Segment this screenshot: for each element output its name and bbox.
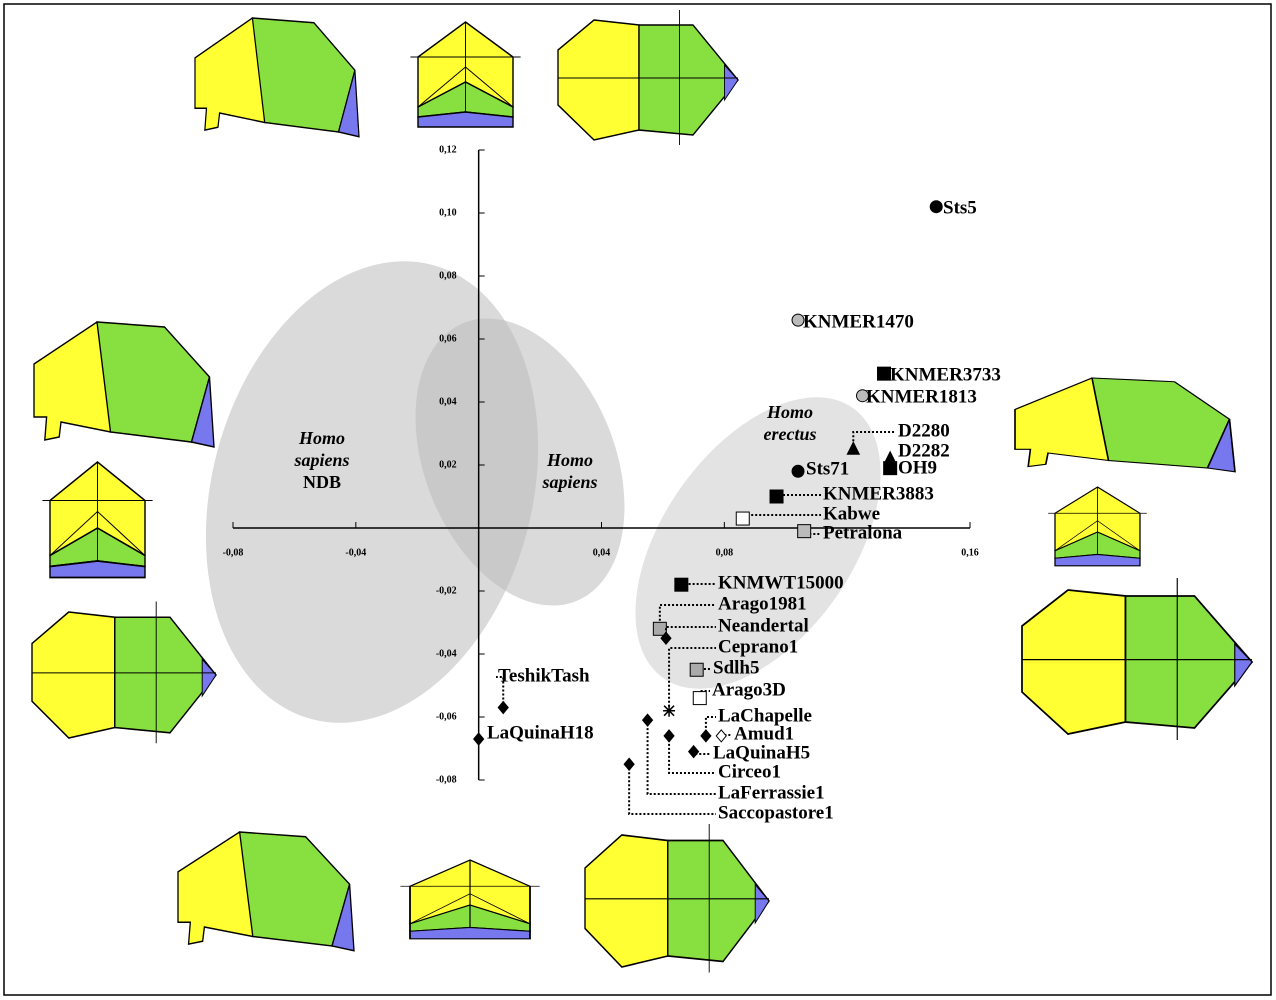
group-label: sapiens bbox=[541, 472, 597, 492]
point-label: Sts71 bbox=[806, 458, 849, 479]
point bbox=[791, 464, 805, 478]
point bbox=[660, 631, 672, 646]
point bbox=[497, 700, 509, 715]
point bbox=[692, 691, 707, 706]
skull-top bbox=[557, 9, 739, 146]
point bbox=[791, 313, 805, 327]
group-label: sapiens bbox=[293, 450, 349, 470]
group-label: Homo bbox=[298, 428, 345, 448]
group-ellipses bbox=[205, 261, 881, 723]
point bbox=[689, 662, 704, 677]
point bbox=[856, 389, 870, 403]
skull-side bbox=[194, 17, 360, 138]
point bbox=[877, 366, 892, 381]
point bbox=[769, 489, 784, 504]
skull-front bbox=[1047, 486, 1148, 567]
point-label: Circeo1 bbox=[718, 761, 781, 782]
point-label: Sdlh5 bbox=[713, 657, 759, 678]
leader-line bbox=[658, 604, 716, 629]
point bbox=[687, 744, 700, 759]
x-tick-label: 0,04 bbox=[593, 547, 611, 558]
point-label: Amud1 bbox=[734, 723, 794, 744]
frame bbox=[3, 3, 1272, 996]
point bbox=[929, 200, 943, 214]
point-label: KNMER1813 bbox=[866, 386, 977, 407]
skull-top bbox=[1021, 577, 1253, 741]
y-tick-label: 0,10 bbox=[439, 207, 457, 218]
skull-front bbox=[409, 21, 522, 128]
point bbox=[652, 621, 667, 636]
point-label: Ceprano1 bbox=[718, 636, 798, 657]
skull-side bbox=[1014, 377, 1236, 473]
point-label: Saccopastore1 bbox=[718, 802, 834, 823]
leader-line bbox=[698, 690, 710, 699]
group-label: Homo bbox=[766, 402, 813, 422]
leader-line bbox=[664, 626, 716, 639]
y-tick-label: -0,06 bbox=[436, 711, 457, 722]
group-label: Homo bbox=[546, 450, 593, 470]
point-label: Petralona bbox=[823, 522, 903, 543]
point bbox=[663, 729, 675, 743]
point-label: KNMER1470 bbox=[803, 311, 914, 332]
y-tick-label: 0,08 bbox=[439, 270, 457, 281]
skull-front bbox=[399, 859, 541, 940]
point-label: LaFerrassie1 bbox=[718, 782, 825, 803]
point bbox=[473, 732, 485, 746]
point bbox=[883, 461, 898, 476]
point-label: Arago1981 bbox=[718, 593, 807, 614]
x-tick-label: 0,16 bbox=[961, 547, 979, 558]
point-label: LaQuinaH5 bbox=[713, 742, 810, 763]
skull-side bbox=[33, 321, 215, 448]
point-label: D2280 bbox=[898, 420, 950, 441]
point bbox=[663, 704, 676, 717]
point-label: Kabwe bbox=[823, 503, 880, 524]
leader-line bbox=[704, 716, 716, 736]
leader-line bbox=[628, 764, 716, 815]
point bbox=[715, 729, 727, 743]
point bbox=[700, 729, 712, 743]
point-label: TeshikTash bbox=[498, 665, 590, 686]
leader-line bbox=[668, 647, 716, 711]
skull-front bbox=[41, 461, 154, 579]
point-label: Neandertal bbox=[718, 615, 809, 636]
point bbox=[641, 713, 654, 727]
y-tick-label: 0,04 bbox=[439, 396, 457, 407]
point bbox=[797, 524, 812, 539]
leader-line bbox=[668, 735, 716, 774]
point bbox=[735, 511, 750, 526]
skull-top bbox=[31, 600, 217, 745]
point-label: KNMER3733 bbox=[890, 364, 1001, 385]
y-tick-label: 0,12 bbox=[439, 144, 457, 155]
x-tick-label: -0,08 bbox=[223, 547, 244, 558]
ellipse-erectus bbox=[635, 397, 881, 689]
point-label: LaChapelle bbox=[718, 705, 812, 726]
point-label: OH9 bbox=[898, 457, 937, 478]
point bbox=[623, 757, 635, 772]
leader-line bbox=[646, 720, 716, 795]
y-tick-label: -0,08 bbox=[436, 774, 457, 785]
point-label: LaQuinaH18 bbox=[487, 722, 594, 743]
y-tick-label: -0,02 bbox=[436, 585, 457, 596]
y-tick-label: 0,02 bbox=[439, 459, 457, 470]
group-label: erectus bbox=[764, 424, 817, 444]
ellipse-sapiens bbox=[415, 318, 625, 606]
point-label: Sts5 bbox=[943, 197, 977, 218]
point-label: Arago3D bbox=[712, 679, 786, 700]
point-label: KNMER3883 bbox=[823, 483, 934, 504]
x-tick-label: -0,04 bbox=[345, 547, 366, 558]
x-tick-label: 0,08 bbox=[716, 547, 734, 558]
point bbox=[674, 577, 689, 592]
point-label: KNMWT15000 bbox=[718, 572, 844, 593]
group-label: NDB bbox=[303, 472, 341, 492]
point-label: D2282 bbox=[898, 440, 950, 461]
y-tick-label: 0,06 bbox=[439, 333, 457, 344]
skull-side bbox=[177, 831, 355, 952]
y-tick-label: -0,04 bbox=[436, 648, 457, 659]
point bbox=[846, 441, 861, 455]
skull-top bbox=[584, 823, 770, 974]
